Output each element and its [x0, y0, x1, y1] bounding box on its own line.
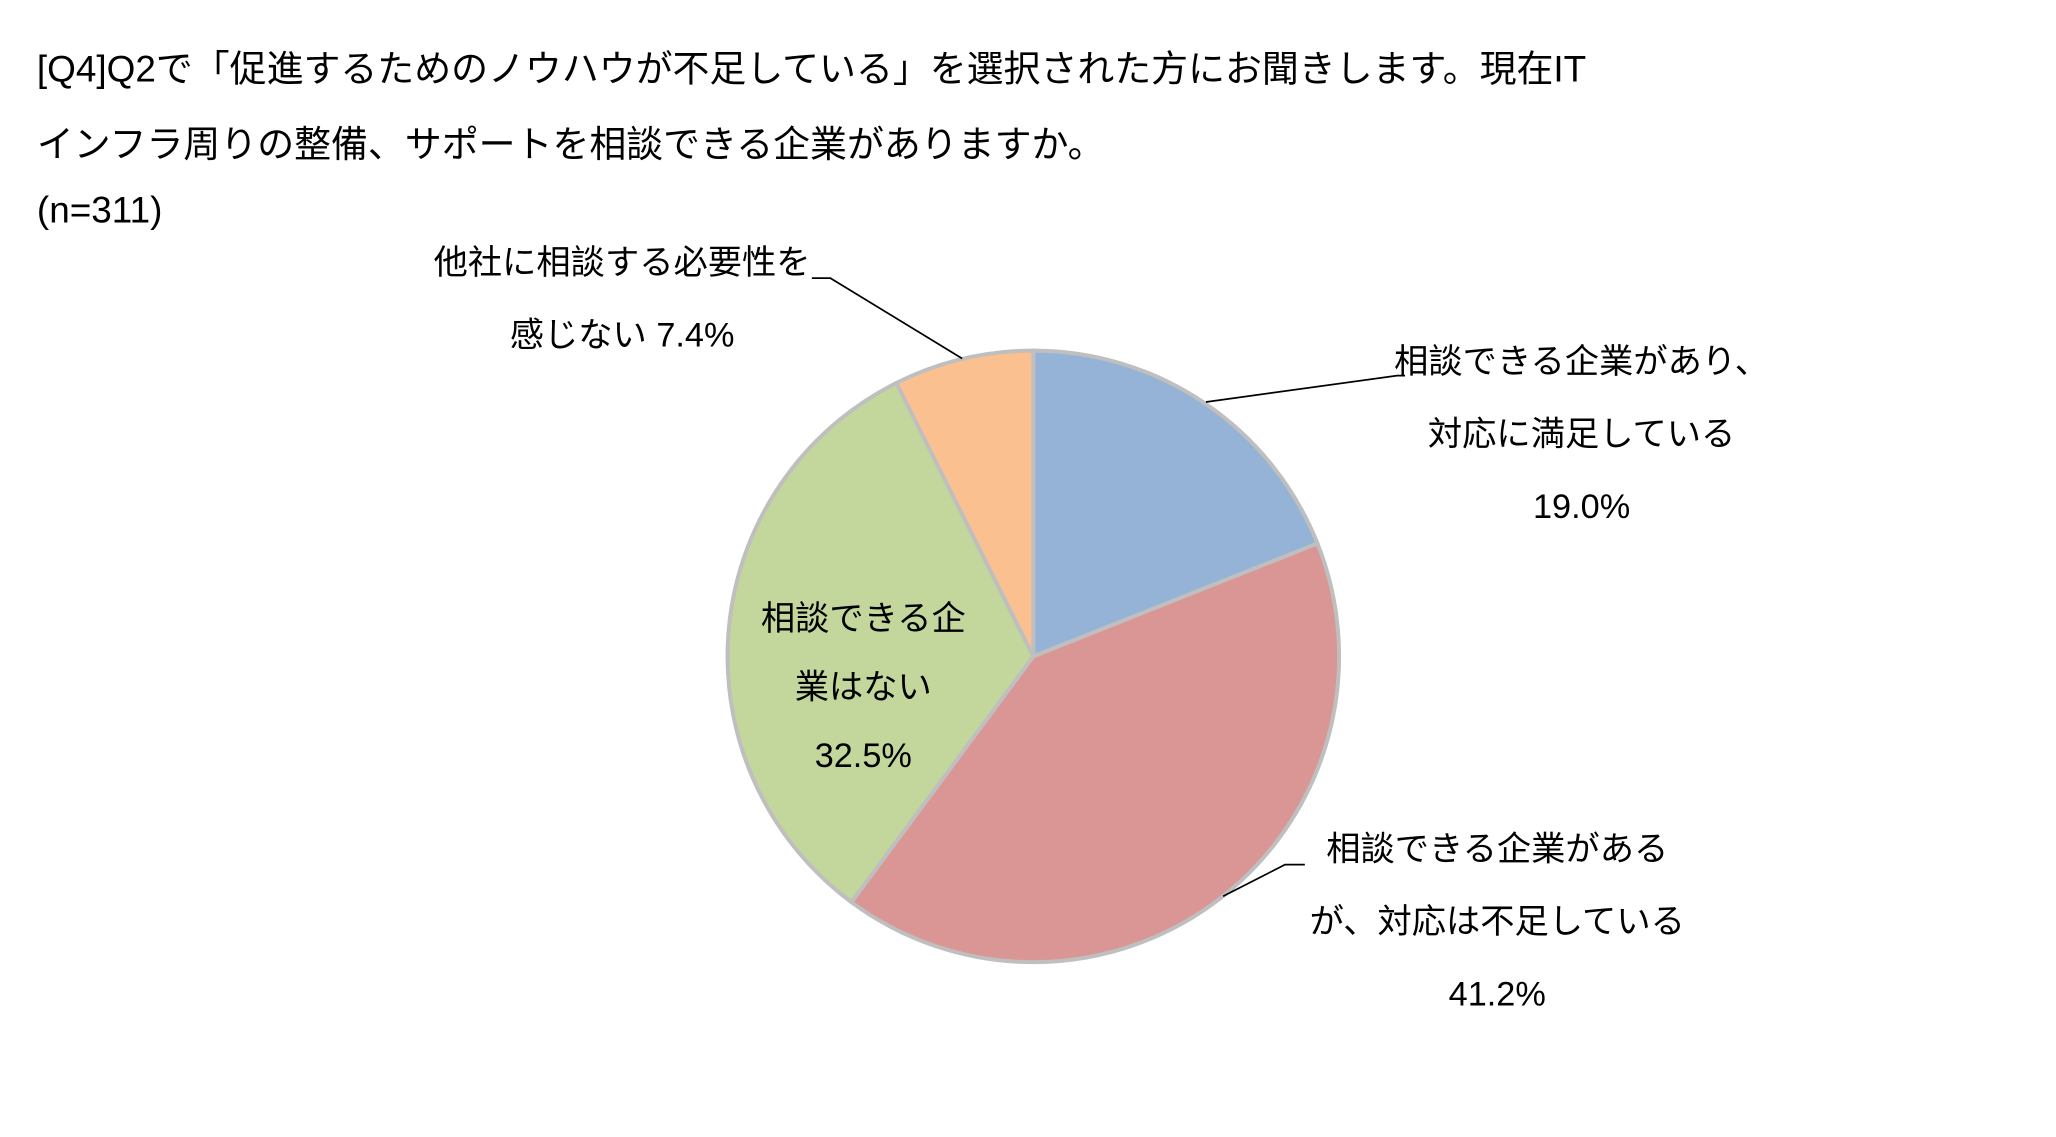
- pie-slice: [725, 380, 1036, 905]
- category-label: 相談できる企業があり、対応に満足している: [1394, 341, 1770, 454]
- pie-slice: [848, 540, 1342, 965]
- pie-slice: [893, 348, 1036, 658]
- value-label: 41.2%: [1448, 974, 1546, 1014]
- value-label: 32.5%: [814, 735, 912, 775]
- leader-line: [1222, 863, 1305, 898]
- data-label: 他社に相談する必要性を感じない 7.4%: [428, 227, 815, 372]
- category-label: 相談できる企業があるが、対応は不足している: [1309, 829, 1685, 942]
- chart-subtitle: (n=311): [36, 189, 163, 231]
- leader-line: [1205, 374, 1405, 403]
- data-label: 相談できる企業があり、対応に満足している 19.0%: [1390, 326, 1772, 543]
- category-label: 他社に相談する必要性を感じない: [433, 242, 811, 355]
- data-label: 相談できる企業があるが、対応は不足している 41.2%: [1305, 813, 1690, 1030]
- pie-slice: [1031, 348, 1321, 660]
- value-label: 7.4%: [656, 315, 735, 355]
- value-label: 19.0%: [1532, 486, 1631, 526]
- data-label: 相談できる企業はない 32.5%: [745, 584, 982, 790]
- chart-title: [Q4]Q2で「促進するためのノウハウが不足している」を選択された方にお聞きしま…: [36, 48, 1587, 165]
- leader-line: [811, 277, 963, 360]
- slices: [725, 348, 1342, 965]
- category-label: 相談できる企業はない: [760, 598, 966, 707]
